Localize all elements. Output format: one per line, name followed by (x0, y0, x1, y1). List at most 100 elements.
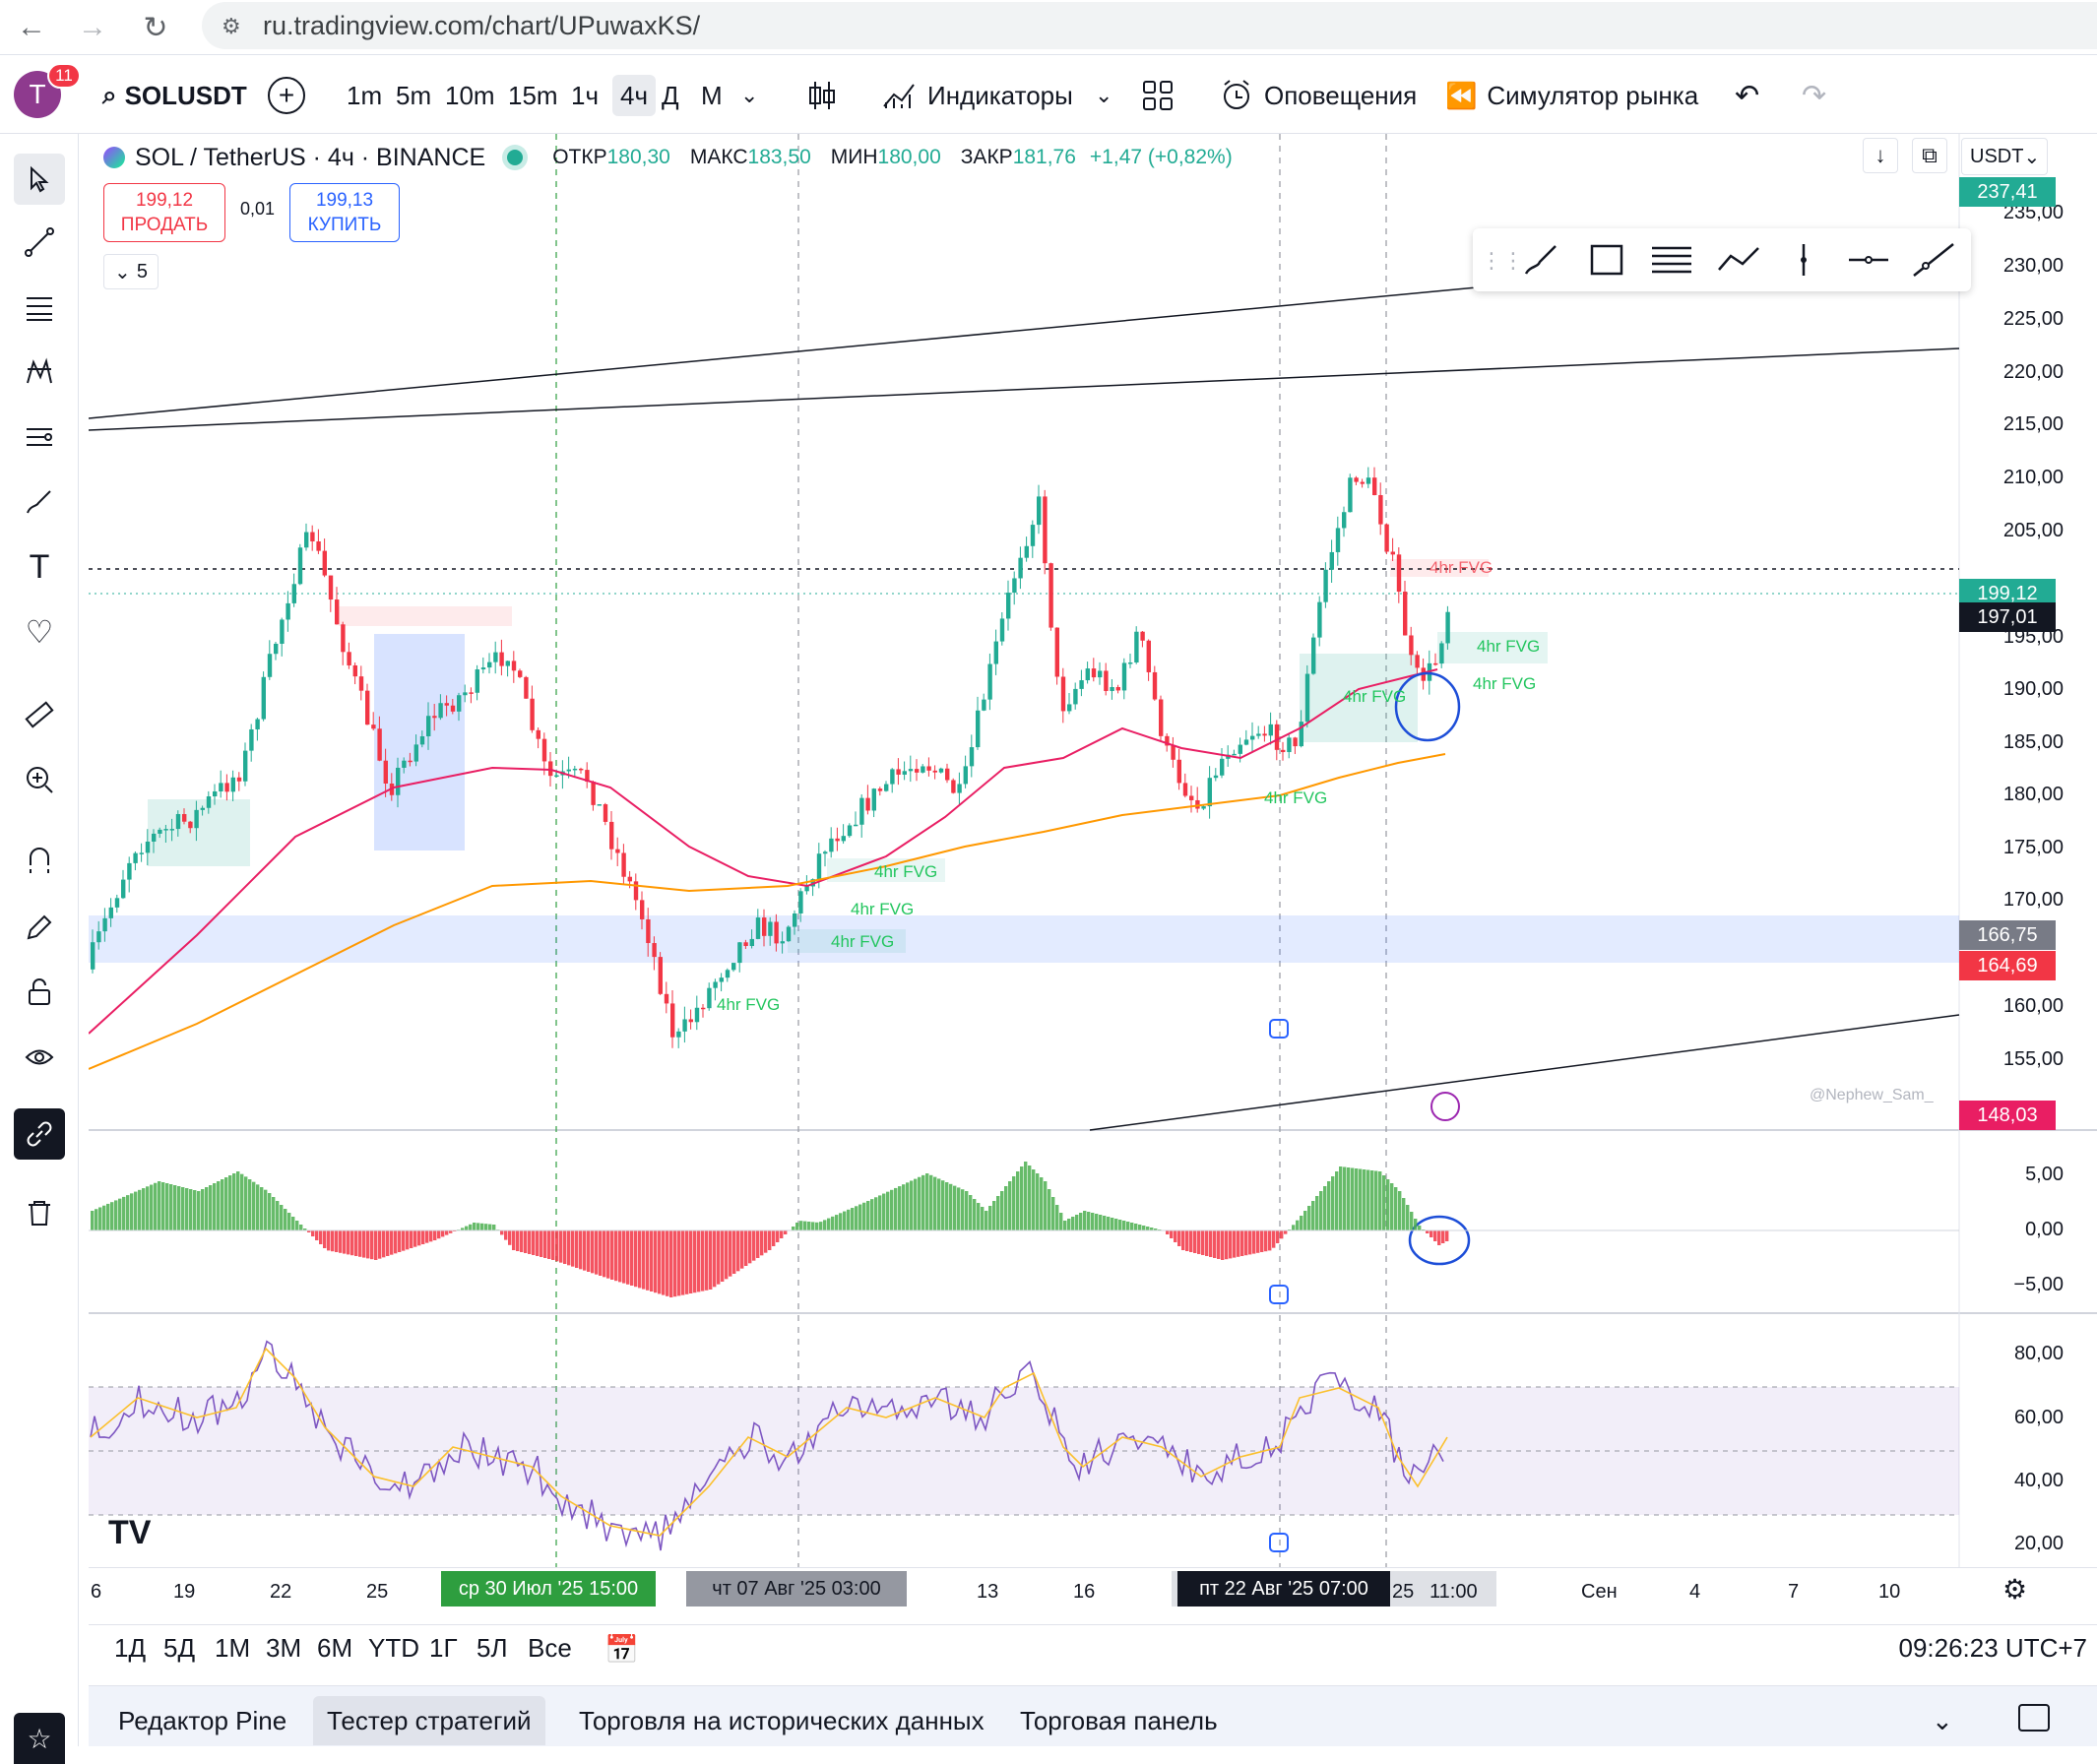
tab-replay-trading[interactable]: Торговля на исторических данных (579, 1705, 985, 1735)
rectangle-icon[interactable] (1587, 242, 1626, 278)
fib-retracement-icon[interactable] (14, 282, 65, 333)
pattern-icon[interactable] (14, 346, 65, 398)
link-icon[interactable] (14, 1108, 65, 1160)
time-axis[interactable] (89, 1567, 2097, 1616)
polyline-icon[interactable] (1717, 242, 1760, 278)
tab-strategy-tester[interactable]: Тестер стратегий (313, 1696, 545, 1745)
range-3m[interactable]: 3М (266, 1633, 302, 1663)
range-5d[interactable]: 5Д (163, 1633, 196, 1663)
tf-dropdown-icon[interactable]: ⌄ (740, 83, 759, 107)
tf-15m[interactable]: 15m (508, 75, 558, 116)
range-6m[interactable]: 6М (317, 1633, 353, 1663)
candle-type-icon[interactable] (807, 75, 837, 116)
candle-body (194, 809, 199, 829)
maximize-panel-icon[interactable] (2018, 1704, 2050, 1732)
heart-icon[interactable]: ♡ (25, 614, 54, 650)
candle-body (938, 768, 944, 773)
tf-5m[interactable]: 5m (396, 75, 431, 116)
back-icon[interactable]: ← (17, 11, 46, 43)
reload-icon[interactable]: ↻ (143, 11, 168, 44)
histogram-bar (323, 1230, 327, 1248)
lock-pencil-icon[interactable] (14, 902, 65, 953)
histogram-bar (406, 1230, 410, 1250)
date-range-bar: 1Д 5Д 1М 3М 6М YTD 1Г 5Л Все 📅 09:26:23 … (89, 1624, 2097, 1673)
favorite-star-icon[interactable]: ☆ (14, 1713, 65, 1764)
redo-icon[interactable]: ↷ (1802, 79, 1827, 112)
trash-icon[interactable] (14, 1187, 65, 1238)
histogram-bar (937, 1178, 941, 1230)
tf-4h[interactable]: 4ч (612, 75, 657, 116)
forecast-icon[interactable] (14, 411, 65, 463)
axis-settings-gear-icon[interactable]: ⚙ (2002, 1574, 2028, 1605)
zoom-in-icon[interactable] (14, 754, 65, 805)
forward-icon[interactable]: → (78, 11, 107, 43)
brush-color-icon[interactable] (1522, 242, 1561, 278)
tf-1m[interactable]: 1m (347, 75, 382, 116)
maximize-icon[interactable]: ⧉ (1912, 138, 1947, 173)
series-title[interactable]: SOL / TetherUS · 4ч · BINANCE (135, 143, 486, 171)
tf-5m-label: 5m (396, 80, 432, 110)
histogram-bar (740, 1230, 744, 1269)
replay-button[interactable]: ⏪ Симулятор рынка (1445, 75, 1698, 116)
tf-10m[interactable]: 10m (445, 75, 495, 116)
layouts-icon[interactable] (1142, 75, 1174, 116)
tab-trading-panel[interactable]: Торговая панель (1020, 1705, 1218, 1735)
price-tick: 170,00 (2002, 889, 2064, 911)
undo-icon[interactable]: ↶ (1735, 79, 1760, 112)
range-5y[interactable]: 5Л (477, 1633, 508, 1663)
tf-1h[interactable]: 1ч (571, 75, 599, 116)
histogram-bar (792, 1227, 795, 1230)
site-settings-icon[interactable]: ⚙ (222, 14, 241, 38)
candle-body (1366, 477, 1371, 484)
ruler-icon[interactable] (14, 689, 65, 740)
symbol-search[interactable]: ⌕ SOLUSDT (102, 75, 247, 116)
range-1y[interactable]: 1Г (429, 1633, 458, 1663)
brush-icon[interactable] (14, 476, 65, 528)
range-all[interactable]: Все (528, 1633, 572, 1663)
collapse-chevron-icon[interactable]: ⌄ (1932, 1706, 1953, 1735)
range-ytd[interactable]: YTD (368, 1633, 419, 1663)
avatar-letter: T (29, 79, 46, 109)
indicators-dropdown-icon[interactable]: ⌄ (1095, 83, 1113, 107)
histogram-bar (347, 1230, 350, 1255)
candle-body (572, 768, 578, 771)
indicators-toggle[interactable]: ⌄ 5 (103, 254, 159, 289)
eye-icon[interactable] (14, 1032, 65, 1083)
currency-select[interactable]: USDT ⌄ (1961, 138, 2048, 175)
magnet-icon[interactable] (14, 837, 65, 888)
tab-pine-editor[interactable]: Редактор Pine (118, 1705, 287, 1735)
histogram-bar (866, 1201, 870, 1230)
trend-line-icon[interactable] (14, 217, 65, 268)
scroll-down-icon[interactable]: ↓ (1863, 138, 1898, 173)
indicators-button[interactable]: Индикаторы (882, 75, 1073, 116)
candle-body (1384, 524, 1389, 552)
candle-body (1274, 724, 1280, 750)
vertical-line-icon[interactable] (1784, 242, 1823, 278)
sell-button[interactable]: 199,12 ПРОДАТЬ (103, 183, 225, 242)
buy-button[interactable]: 199,13 КУПИТЬ (289, 183, 400, 242)
price-tick: 180,00 (2002, 784, 2064, 805)
histogram-bar (666, 1230, 669, 1296)
lines-icon[interactable] (1650, 242, 1693, 278)
ray-line-icon[interactable] (1912, 242, 1955, 278)
goto-date-calendar-icon[interactable]: 📅 (604, 1634, 639, 1665)
text-icon[interactable]: T (29, 547, 50, 586)
address-bar[interactable]: ⚙ ru.tradingview.com/chart/UPuwaxKS/ (202, 2, 2097, 49)
drag-handle-icon[interactable]: ⋮⋮ (1481, 248, 1524, 273)
chart-canvas[interactable]: TV (89, 134, 2097, 1567)
horizontal-line-icon[interactable] (1847, 242, 1890, 278)
histogram-bar (1414, 1219, 1418, 1230)
chart-svg[interactable]: TV (89, 134, 2097, 1567)
utc-clock[interactable]: 09:26:23 UTC+7 (1898, 1633, 2087, 1663)
histogram-bar (445, 1230, 449, 1235)
range-1d[interactable]: 1Д (114, 1633, 147, 1663)
alerts-button[interactable]: Оповещения (1221, 75, 1417, 116)
range-1m[interactable]: 1М (215, 1633, 251, 1663)
tf-m[interactable]: М (701, 75, 723, 116)
lock-icon[interactable] (14, 967, 65, 1018)
tf-d[interactable]: Д (662, 75, 679, 116)
cursor-icon[interactable] (14, 154, 65, 205)
candle-body (1213, 775, 1219, 779)
compare-add-icon[interactable]: + (268, 77, 305, 114)
histogram-bar (461, 1228, 465, 1230)
